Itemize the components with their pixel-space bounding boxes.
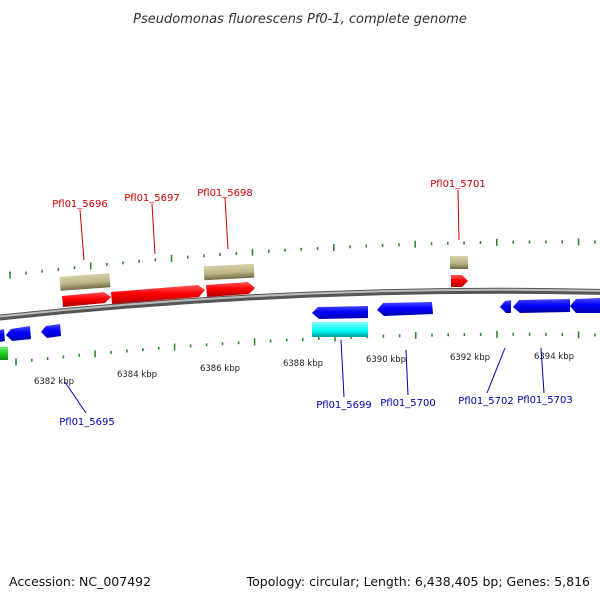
forward-gene-arrow[interactable]	[62, 292, 111, 307]
label-leader-line	[340, 339, 345, 398]
inner-tick-marks	[15, 330, 596, 366]
reverse-gene-arrow[interactable]	[377, 302, 433, 316]
reverse-gene-arrow[interactable]	[513, 299, 570, 313]
gene-label[interactable]: Pfl01_5700	[380, 398, 436, 409]
forward-feature-khaki[interactable]	[203, 263, 255, 281]
gene-label[interactable]: Pfl01_5702	[458, 396, 514, 407]
reverse-gene-labels: Pfl01_5695 Pfl01_5699 Pfl01_5700 Pfl01_5…	[59, 339, 573, 428]
label-leader-line	[151, 203, 156, 255]
gene-label[interactable]: Pfl01_5699	[316, 400, 372, 411]
gene-label[interactable]: Pfl01_5695	[59, 417, 115, 428]
scale-tick-label: 6384 kbp	[117, 370, 157, 380]
scale-tick-label: 6382 kbp	[34, 377, 74, 387]
label-leader-line	[486, 347, 506, 394]
genome-backbone	[0, 287, 600, 321]
accession-text: Accession: NC_007492	[9, 574, 151, 589]
scale-tick-label: 6386 kbp	[200, 364, 240, 374]
reverse-gene-arrow[interactable]	[6, 326, 31, 341]
gene-label[interactable]: Pfl01_5703	[517, 395, 573, 406]
label-leader-line	[64, 381, 87, 414]
label-leader-line	[79, 209, 85, 261]
forward-feature-khaki[interactable]	[450, 256, 468, 269]
label-leader-line	[405, 349, 409, 396]
map-title: Pseudomonas fluorescens Pf0-1, complete …	[133, 12, 467, 27]
outer-tick-marks	[9, 238, 596, 279]
scale-tick-label: 6390 kbp	[366, 355, 406, 365]
gene-label[interactable]: Pfl01_5701	[430, 179, 486, 190]
genome-summary-text: Topology: circular; Length: 6,438,405 bp…	[246, 574, 590, 589]
reverse-gene-arrow[interactable]	[41, 324, 61, 338]
forward-feature-khaki[interactable]	[59, 273, 111, 291]
reverse-gene-arrow[interactable]	[0, 329, 5, 342]
forward-gene-arrow[interactable]	[111, 285, 205, 304]
scale-tick-label: 6394 kbp	[534, 352, 574, 362]
scale-tick-label: 6388 kbp	[283, 359, 323, 369]
forward-gene-arrow[interactable]	[451, 275, 468, 287]
forward-gene-labels: Pfl01_5696 Pfl01_5697 Pfl01_5698 Pfl01_5…	[52, 179, 486, 261]
scale-labels: 6382 kbp 6384 kbp 6386 kbp 6388 kbp 6390…	[34, 352, 574, 387]
gene-label[interactable]: Pfl01_5696	[52, 199, 108, 210]
scale-tick-label: 6392 kbp	[450, 353, 490, 363]
gene-label[interactable]: Pfl01_5698	[197, 188, 253, 199]
label-leader-line	[457, 189, 460, 241]
forward-gene-arrow[interactable]	[206, 282, 255, 297]
reverse-gene-arrow[interactable]	[570, 298, 600, 313]
label-leader-line	[540, 347, 545, 394]
label-leader-line	[224, 197, 229, 250]
gene-label[interactable]: Pfl01_5697	[124, 193, 180, 204]
reverse-gene-arrow[interactable]	[500, 300, 511, 313]
reverse-gene-arrow[interactable]	[312, 306, 368, 319]
reverse-feature-green[interactable]	[0, 347, 8, 360]
genome-backbone-highlight	[0, 288, 600, 318]
reverse-feature-cyan[interactable]	[312, 322, 368, 337]
